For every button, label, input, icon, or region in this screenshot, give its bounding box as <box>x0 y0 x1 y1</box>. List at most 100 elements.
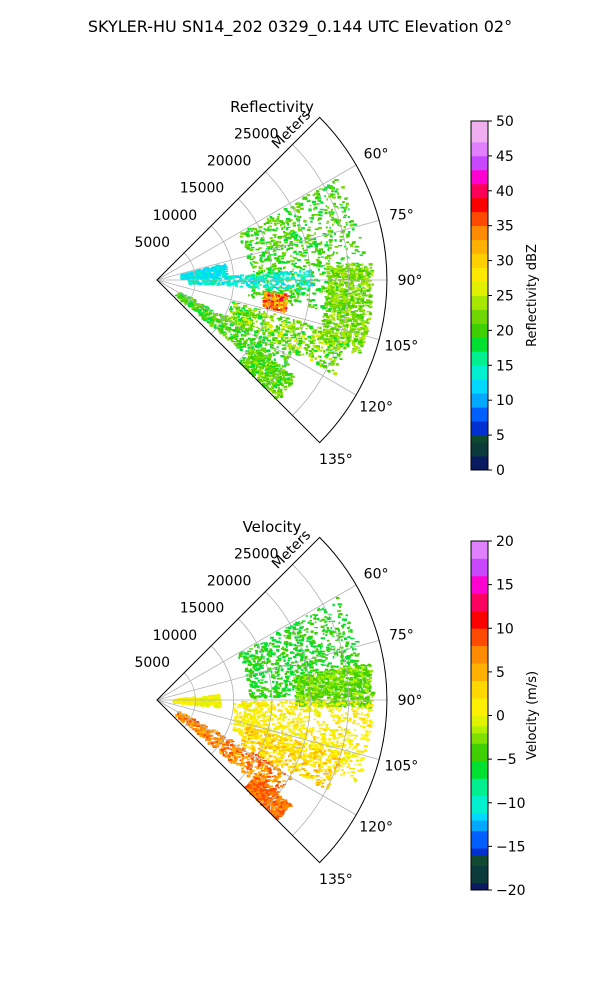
echo-gate <box>202 314 207 317</box>
echo-gate <box>315 663 318 666</box>
echo-gate <box>339 269 343 272</box>
echo-gate <box>251 289 256 292</box>
echo-gate <box>358 318 361 321</box>
echo-gate <box>240 241 243 244</box>
echo-gate <box>317 608 320 612</box>
echo-gate <box>368 314 371 316</box>
echo-gate <box>355 265 359 268</box>
echo-gate <box>316 258 320 261</box>
echo-gate <box>341 274 346 277</box>
echo-gate <box>321 607 324 610</box>
echo-gate <box>204 305 207 308</box>
echo-gate <box>353 306 356 308</box>
echo-gate <box>286 222 288 224</box>
echo-gate <box>286 374 291 377</box>
echo-gate <box>261 375 265 378</box>
echo-gate <box>278 386 280 389</box>
echo-gate <box>248 671 252 673</box>
echo-gate <box>303 265 307 268</box>
echo-gate <box>325 262 331 265</box>
echo-gate <box>367 272 372 275</box>
echo-gate <box>242 281 245 284</box>
echo-gate <box>257 378 262 382</box>
echo-gate <box>333 289 337 292</box>
echo-gate <box>264 299 267 301</box>
echo-gate <box>234 319 239 323</box>
echo-gate <box>351 324 356 327</box>
echo-gate <box>228 277 232 280</box>
echo-gate <box>180 276 184 279</box>
echo-gate <box>252 309 258 311</box>
echo-gate <box>338 606 342 608</box>
echo-gate <box>273 337 278 340</box>
echo-gate <box>306 234 311 236</box>
echo-gate <box>313 673 316 675</box>
echo-gate <box>335 339 338 341</box>
echo-gate <box>343 687 347 690</box>
echo-gate <box>268 225 272 228</box>
echo-gate <box>217 270 220 272</box>
echo-gate <box>265 297 269 300</box>
echo-gate <box>350 281 353 284</box>
echo-gate <box>317 252 322 255</box>
echo-gate <box>248 285 253 289</box>
echo-gate <box>361 251 366 254</box>
echo-gate <box>251 293 254 297</box>
echo-gate <box>295 244 299 246</box>
echo-gate <box>290 260 295 262</box>
echo-gate <box>278 317 283 321</box>
echo-gate <box>269 275 273 278</box>
colorbar-segment <box>471 218 488 223</box>
colorbar-segment <box>471 449 488 453</box>
echo-gate <box>289 247 294 249</box>
echo-gate <box>297 210 301 214</box>
echo-gate <box>261 653 264 657</box>
echo-gate <box>362 292 366 295</box>
echo-gate <box>220 329 224 333</box>
echo-gate <box>302 353 305 356</box>
echo-gate <box>362 276 364 279</box>
echo-gate <box>327 248 330 251</box>
echo-gate <box>269 237 273 240</box>
echo-gate <box>200 271 204 274</box>
echo-gate <box>248 325 251 328</box>
echo-gate <box>306 298 310 301</box>
echo-gate <box>303 255 306 257</box>
echo-gate <box>197 311 202 314</box>
echo-gate <box>287 659 291 662</box>
echo-gate <box>336 353 341 356</box>
colorbar-segment <box>471 337 488 342</box>
echo-gate <box>348 274 352 277</box>
echo-gate <box>269 215 273 218</box>
echo-gate <box>317 252 322 254</box>
echo-gate <box>270 317 274 321</box>
colorbar-segment <box>471 302 488 307</box>
colorbar-segment <box>471 368 488 373</box>
echo-gate <box>253 654 256 658</box>
echo-gate <box>320 337 324 340</box>
echo-gate <box>299 324 305 327</box>
echo-gate <box>258 226 263 229</box>
echo-gate <box>225 319 229 323</box>
echo-gate <box>257 279 262 282</box>
echo-gate <box>260 348 265 350</box>
echo-gate <box>223 272 226 275</box>
echo-gate <box>242 655 247 658</box>
echo-gate <box>297 332 301 335</box>
echo-gate <box>284 672 287 675</box>
echo-gate <box>207 317 211 320</box>
echo-gate <box>367 277 369 280</box>
echo-gate <box>218 329 222 332</box>
echo-gate <box>359 317 364 320</box>
echo-gate <box>266 653 271 656</box>
echo-gate <box>256 273 261 275</box>
echo-gate <box>282 369 286 372</box>
echo-gate <box>174 294 178 297</box>
echo-gate <box>258 659 261 662</box>
echo-gate <box>319 359 322 362</box>
colorbar-tick-label: 5 <box>496 428 505 444</box>
echo-gate <box>237 314 241 316</box>
echo-gate <box>322 360 325 362</box>
echo-gate <box>328 254 332 257</box>
echo-gate <box>288 294 293 298</box>
